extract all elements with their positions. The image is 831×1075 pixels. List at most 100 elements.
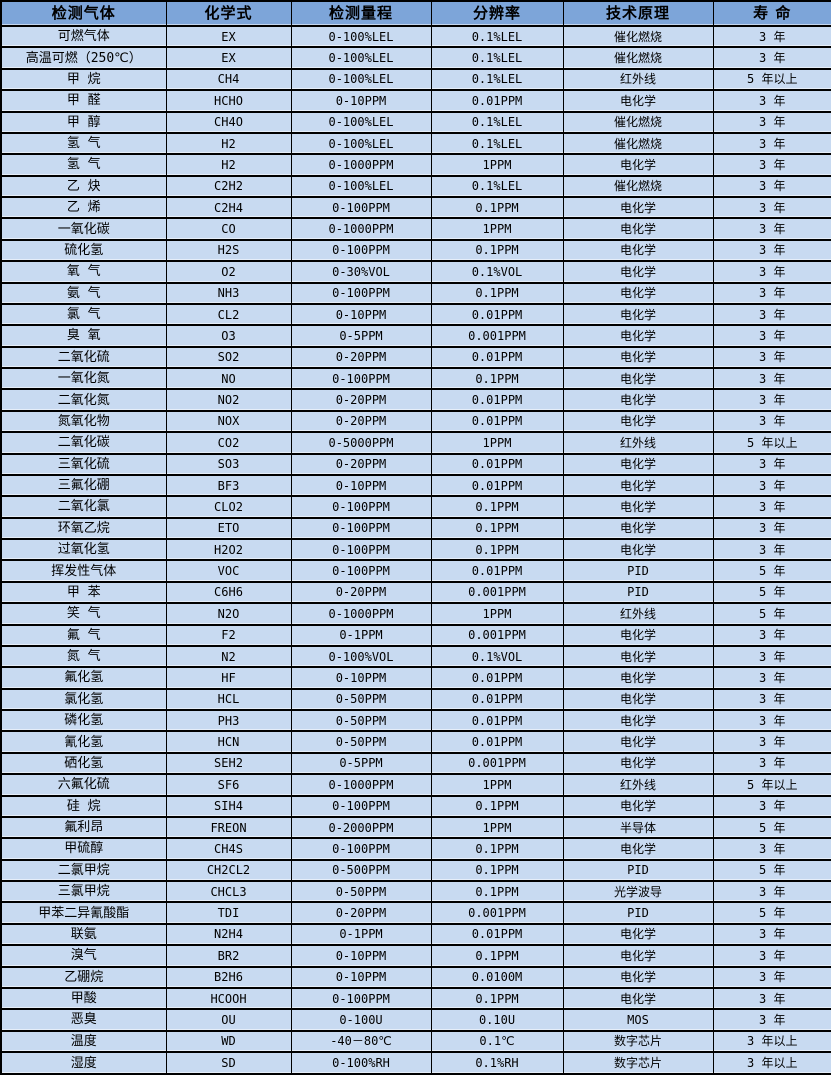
cell-range: 0-10PPM [290, 474, 432, 498]
cell-formula: C2H4 [165, 197, 292, 220]
cell-resolution: 0.1%LEL [430, 132, 564, 156]
cell-resolution: 0.001PPM [430, 624, 564, 647]
cell-resolution: 0.1%LEL [430, 175, 564, 199]
cell-range: 0-100PPM [290, 838, 432, 861]
cell-resolution: 0.01PPM [430, 923, 564, 947]
cell-principle: 电化学 [562, 346, 714, 370]
cell-lifespan: 3 年 [712, 175, 831, 199]
cell-gas: 甲 醇 [0, 111, 167, 134]
cell-gas: 三氟化硼 [0, 474, 167, 498]
cell-range: 0-100%LEL [290, 68, 432, 92]
cell-lifespan: 5 年 [712, 581, 831, 605]
cell-lifespan: 5 年以上 [712, 774, 831, 797]
cell-range: 0-10PPM [290, 303, 432, 327]
cell-lifespan: 3 年 [712, 987, 831, 1011]
cell-range: 0-30%VOL [290, 261, 432, 284]
table-row: 溴气 BR2 0-10PPM 0.1PPM 电化学 3 年 [0, 945, 831, 968]
cell-principle: 电化学 [562, 688, 714, 712]
cell-formula: SIH4 [165, 795, 292, 818]
cell-principle: PID [562, 560, 714, 583]
table-row: 二氧化氮 NO2 0-20PPM 0.01PPM 电化学 3 年 [0, 389, 831, 412]
cell-resolution: 0.001PPM [430, 752, 564, 776]
table-row: 笑 气 N2O 0-1000PPM 1PPM 红外线 5 年 [0, 603, 831, 626]
table-row: 硒化氢 SEH2 0-5PPM 0.001PPM 电化学 3 年 [0, 752, 831, 776]
cell-gas: 二氧化氮 [0, 389, 167, 412]
cell-formula: SD [165, 1052, 292, 1075]
column-header-range: 检测量程 [290, 1, 432, 27]
cell-resolution: 0.1%RH [430, 1052, 564, 1075]
cell-principle: 电化学 [562, 645, 714, 669]
cell-principle: 电化学 [562, 218, 714, 241]
cell-gas: 氨 气 [0, 282, 167, 305]
cell-resolution: 0.1℃ [430, 1030, 564, 1054]
cell-range: 0-5PPM [290, 752, 432, 776]
cell-principle: PID [562, 859, 714, 883]
table-header: 检测气体 化学式 检测量程 分辨率 技术原理寿 命 [0, 1, 831, 27]
cell-resolution: 0.1PPM [430, 795, 564, 818]
cell-range: 0-10PPM [290, 945, 432, 968]
cell-formula: WD [165, 1030, 292, 1054]
cell-formula: HCL [165, 688, 292, 712]
column-header-resolution: 分辨率 [430, 1, 564, 27]
cell-resolution: 0.001PPM [430, 581, 564, 605]
cell-resolution: 0.1%LEL [430, 68, 564, 92]
cell-range: 0-1000PPM [290, 603, 432, 626]
cell-gas: 一氧化氮 [0, 368, 167, 391]
cell-principle: 电化学 [562, 517, 714, 541]
table-row: 甲硫醇 CH4S 0-100PPM 0.1PPM 电化学 3 年 [0, 838, 831, 861]
cell-resolution: 0.1PPM [430, 881, 564, 904]
table-row: 高温可燃（250℃） EX 0-100%LEL 0.1%LEL 催化燃烧 3 年 [0, 47, 831, 70]
cell-lifespan: 3 年 [712, 710, 831, 733]
cell-range: -40－80℃ [290, 1030, 432, 1054]
table-row: 氧 气 O2 0-30%VOL 0.1%VOL 电化学 3 年 [0, 261, 831, 284]
cell-range: 0-1000PPM [290, 154, 432, 177]
cell-lifespan: 3 年 [712, 752, 831, 776]
cell-resolution: 1PPM [430, 154, 564, 177]
cell-resolution: 0.01PPM [430, 710, 564, 733]
table-row: 氰化氢 HCN 0-50PPM 0.01PPM 电化学 3 年 [0, 731, 831, 754]
cell-resolution: 0.1PPM [430, 859, 564, 883]
table-row: 硫化氢 H2S 0-100PPM 0.1PPM 电化学 3 年 [0, 239, 831, 263]
cell-gas: 氟 气 [0, 624, 167, 647]
cell-principle: 电化学 [562, 795, 714, 818]
cell-resolution: 0.001PPM [430, 325, 564, 348]
cell-principle: 催化燃烧 [562, 175, 714, 199]
table-row: 可燃气体 EX 0-100%LEL 0.1%LEL 催化燃烧 3 年 [0, 26, 831, 49]
cell-gas: 磷化氢 [0, 710, 167, 733]
cell-principle: 电化学 [562, 325, 714, 348]
cell-resolution: 0.01PPM [430, 731, 564, 754]
cell-principle: 电化学 [562, 154, 714, 177]
cell-lifespan: 3 年 [712, 474, 831, 498]
cell-formula: HCN [165, 731, 292, 754]
table-row: 氟 气 F2 0-1PPM 0.001PPM 电化学 3 年 [0, 624, 831, 647]
cell-range: 0-20PPM [290, 389, 432, 412]
cell-principle: 电化学 [562, 752, 714, 776]
cell-resolution: 0.1PPM [430, 197, 564, 220]
cell-lifespan: 3 年 [712, 111, 831, 134]
cell-formula: CL2 [165, 303, 292, 327]
cell-resolution: 0.1%LEL [430, 26, 564, 49]
table-row: 二氯甲烷 CH2CL2 0-500PPM 0.1PPM PID 5 年 [0, 859, 831, 883]
cell-range: 0-100PPM [290, 539, 432, 562]
cell-lifespan: 3 年 [712, 838, 831, 861]
table-row: 联氨 N2H4 0-1PPM 0.01PPM 电化学 3 年 [0, 923, 831, 947]
cell-gas: 乙 烯 [0, 197, 167, 220]
cell-formula: SO2 [165, 346, 292, 370]
cell-resolution: 1PPM [430, 603, 564, 626]
cell-lifespan: 3 年 [712, 1009, 831, 1032]
cell-gas: 氯 气 [0, 303, 167, 327]
cell-principle: 红外线 [562, 603, 714, 626]
cell-lifespan: 3 年 [712, 325, 831, 348]
cell-principle: 电化学 [562, 282, 714, 305]
cell-resolution: 0.10U [430, 1009, 564, 1032]
cell-gas: 湿度 [0, 1052, 167, 1075]
table-row: 乙 烯 C2H4 0-100PPM 0.1PPM 电化学 3 年 [0, 197, 831, 220]
cell-resolution: 1PPM [430, 774, 564, 797]
table-row: 三氧化硫 SO3 0-20PPM 0.01PPM 电化学 3 年 [0, 453, 831, 476]
cell-gas: 甲硫醇 [0, 838, 167, 861]
table-row: 二氧化碳 CO2 0-5000PPM 1PPM 红外线 5 年以上 [0, 432, 831, 455]
table-row: 氟利昂 FREON 0-2000PPM 1PPM 半导体 5 年 [0, 816, 831, 840]
cell-range: 0-20PPM [290, 410, 432, 434]
cell-resolution: 0.001PPM [430, 902, 564, 925]
